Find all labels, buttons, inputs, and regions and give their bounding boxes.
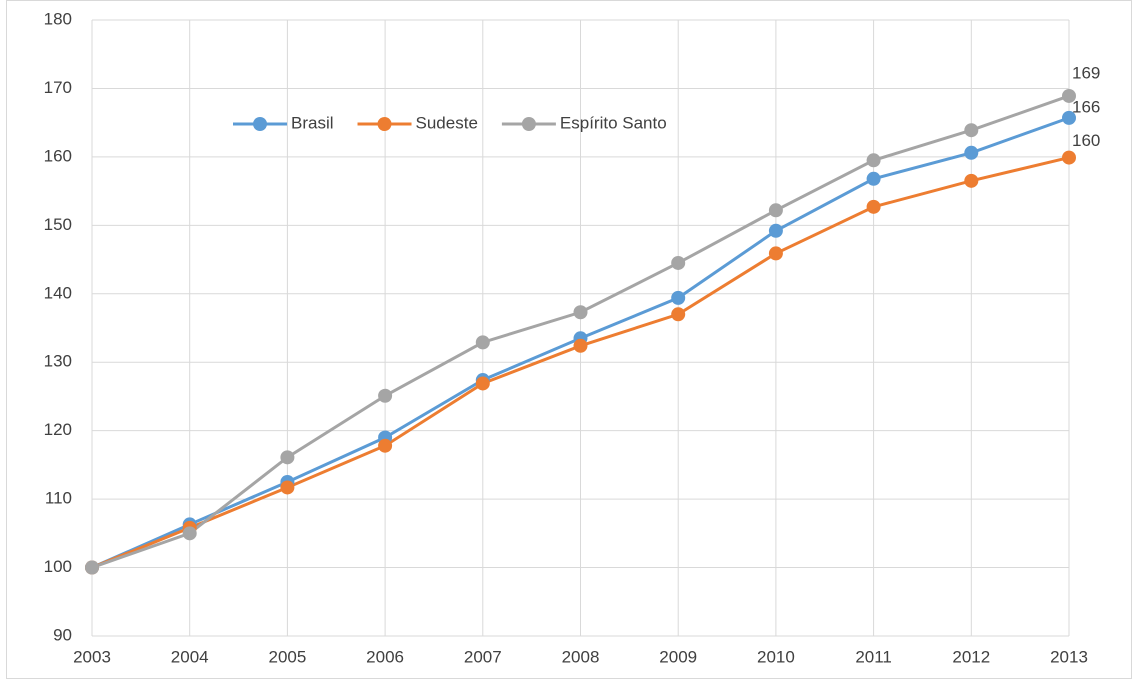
y-tick-label: 100 — [44, 557, 72, 576]
data-point — [768, 203, 783, 218]
x-tick-label: 2012 — [952, 647, 990, 666]
legend-marker — [253, 117, 267, 131]
data-label: 166 — [1072, 97, 1100, 116]
x-tick-label: 2006 — [366, 647, 404, 666]
y-tick-label: 160 — [44, 146, 72, 165]
x-tick-label: 2003 — [73, 647, 111, 666]
x-tick-label: 2005 — [268, 647, 306, 666]
data-point — [573, 305, 588, 320]
x-tick-label: 2007 — [464, 647, 502, 666]
data-point — [866, 153, 881, 168]
legend-marker — [377, 117, 392, 131]
data-point — [768, 223, 783, 238]
x-tick-label: 2004 — [171, 647, 209, 666]
y-tick-label: 140 — [44, 283, 72, 302]
data-point — [964, 123, 979, 138]
data-point — [671, 290, 686, 305]
data-point — [378, 438, 393, 453]
data-point — [475, 335, 490, 350]
data-point — [280, 480, 295, 495]
y-tick-label: 180 — [44, 9, 72, 28]
data-point — [280, 450, 295, 465]
y-tick-label: 110 — [45, 489, 72, 508]
y-tick-label: 120 — [44, 420, 72, 439]
data-point — [378, 388, 393, 403]
data-point — [671, 307, 686, 322]
y-tick-label: 170 — [44, 78, 72, 97]
data-point — [866, 171, 881, 186]
data-point — [573, 338, 588, 353]
data-point — [182, 526, 197, 541]
data-label: 169 — [1072, 63, 1100, 82]
legend-label: Espírito Santo — [560, 113, 667, 132]
x-tick-label: 2011 — [855, 647, 892, 666]
chart-frame — [6, 0, 1132, 679]
data-point — [1062, 88, 1076, 103]
x-tick-label: 2008 — [562, 647, 600, 666]
data-point — [768, 246, 783, 261]
y-tick-label: 130 — [44, 352, 72, 371]
x-tick-label: 2009 — [659, 647, 697, 666]
data-point — [671, 255, 686, 270]
legend-label: Sudeste — [416, 113, 478, 132]
legend-label: Brasil — [291, 113, 334, 132]
x-tick-label: 2010 — [757, 647, 795, 666]
data-point — [475, 376, 490, 391]
data-point — [1062, 110, 1076, 125]
y-tick-label: 90 — [53, 625, 72, 644]
x-tick-label: 2013 — [1050, 647, 1088, 666]
data-point — [85, 560, 99, 575]
data-point — [866, 199, 881, 214]
data-label: 160 — [1072, 131, 1100, 150]
data-point — [964, 145, 979, 160]
legend-marker — [521, 117, 536, 131]
y-tick-label: 150 — [44, 215, 72, 234]
data-point — [964, 173, 979, 188]
data-point — [1062, 150, 1076, 165]
